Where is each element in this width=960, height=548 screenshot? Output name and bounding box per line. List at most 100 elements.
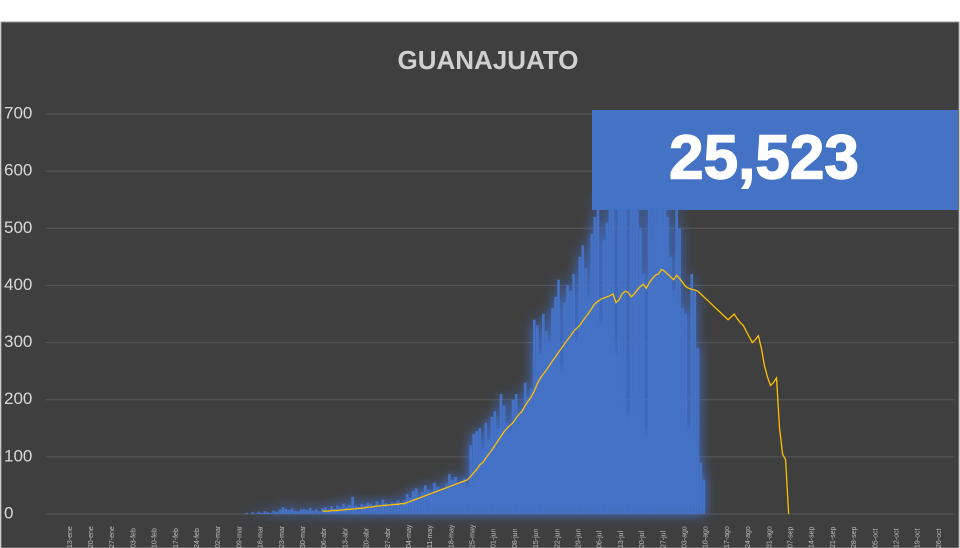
- x-tick-label: 04-may: [406, 524, 413, 548]
- x-tick-label: 03-ago: [682, 526, 689, 548]
- bar: [366, 502, 370, 514]
- bar: [296, 511, 300, 514]
- bar: [681, 308, 685, 514]
- bar: [493, 411, 497, 514]
- bar: [411, 491, 415, 514]
- bar: [647, 182, 651, 515]
- bar: [593, 216, 597, 514]
- bar: [433, 482, 436, 514]
- bar: [523, 382, 527, 514]
- bar: [505, 422, 509, 514]
- bar: [657, 154, 660, 514]
- bar: [599, 325, 603, 514]
- y-tick-label: 0: [4, 503, 13, 522]
- bar: [275, 511, 279, 514]
- bar: [278, 509, 282, 514]
- bar: [448, 474, 451, 514]
- bar: [693, 291, 697, 514]
- x-tick-label: 27-abr: [385, 527, 392, 548]
- bar: [281, 507, 285, 514]
- bar: [478, 428, 482, 514]
- bar: [417, 496, 421, 514]
- bar: [336, 505, 339, 514]
- x-tick-label: 25-may: [470, 524, 477, 548]
- bar: [451, 479, 454, 514]
- bar: [644, 434, 648, 514]
- x-tick-label: 12-oct: [893, 528, 900, 548]
- annotation-box: [592, 110, 958, 210]
- bar: [651, 171, 654, 514]
- bar: [538, 354, 542, 514]
- bar: [514, 394, 518, 514]
- bar: [623, 188, 627, 515]
- x-tick-label: 10-feb: [152, 528, 159, 548]
- bar: [675, 182, 678, 515]
- y-tick-label: 300: [4, 332, 32, 351]
- bar: [672, 291, 675, 514]
- bar: [245, 512, 249, 514]
- bar: [339, 507, 342, 514]
- bar: [511, 399, 515, 514]
- bar: [669, 256, 672, 514]
- bar: [502, 405, 506, 514]
- bar: [402, 501, 406, 514]
- bar: [496, 428, 500, 514]
- bar: [454, 476, 457, 514]
- bar: [360, 504, 364, 514]
- x-tick-label: 06-jul: [597, 530, 604, 548]
- x-tick-label: 22-jun: [554, 528, 561, 548]
- bar: [687, 428, 691, 514]
- bar: [272, 510, 276, 514]
- x-tick-label: 20-abr: [364, 527, 371, 548]
- bar: [578, 256, 582, 514]
- bar: [678, 228, 681, 515]
- bar: [487, 439, 491, 514]
- x-tick-label: 14-sep: [809, 526, 816, 548]
- x-tick-label: 24-ago: [745, 526, 752, 548]
- y-tick-label: 100: [4, 446, 32, 465]
- x-tick-label: 09-mar: [236, 525, 243, 548]
- x-tick-label: 26-oct: [936, 528, 943, 548]
- annotation: 25,523: [669, 123, 859, 192]
- y-tick-label: 600: [4, 161, 32, 180]
- bar: [426, 490, 430, 514]
- x-tick-label: 27-ene: [109, 526, 116, 548]
- x-tick-label: 02-mar: [215, 525, 222, 548]
- bar: [508, 434, 512, 514]
- bar: [299, 509, 303, 514]
- bar: [466, 485, 470, 514]
- bar: [626, 416, 630, 514]
- bar: [287, 510, 291, 514]
- x-tick-label: 06-abr: [321, 527, 328, 548]
- bar: [372, 507, 376, 514]
- x-tick-label: 10-ago: [703, 526, 710, 548]
- bar: [635, 205, 639, 514]
- bar: [481, 451, 485, 514]
- x-tick-label: 01-jun: [491, 528, 498, 548]
- bar: [399, 505, 403, 514]
- bar: [614, 354, 618, 514]
- x-tick-label: 03-feb: [130, 528, 137, 548]
- bar: [266, 512, 270, 514]
- y-tick-label: 200: [4, 389, 32, 408]
- bar: [472, 434, 476, 514]
- bar: [305, 510, 309, 514]
- x-tick-label: 19-oct: [915, 528, 922, 548]
- bar: [572, 274, 576, 514]
- bar: [605, 222, 609, 515]
- bar: [690, 274, 694, 514]
- bar: [293, 510, 297, 514]
- bar: [587, 296, 591, 514]
- bar: [560, 371, 563, 514]
- bar: [617, 171, 621, 514]
- x-tick-label: 29-jun: [576, 528, 583, 548]
- bar: [490, 416, 494, 514]
- bar: [602, 239, 606, 514]
- bar: [584, 268, 588, 514]
- bar: [414, 488, 418, 514]
- bar: [484, 422, 488, 514]
- bar: [460, 480, 463, 514]
- bar: [408, 498, 412, 514]
- bar: [520, 408, 524, 514]
- bar: [357, 507, 361, 514]
